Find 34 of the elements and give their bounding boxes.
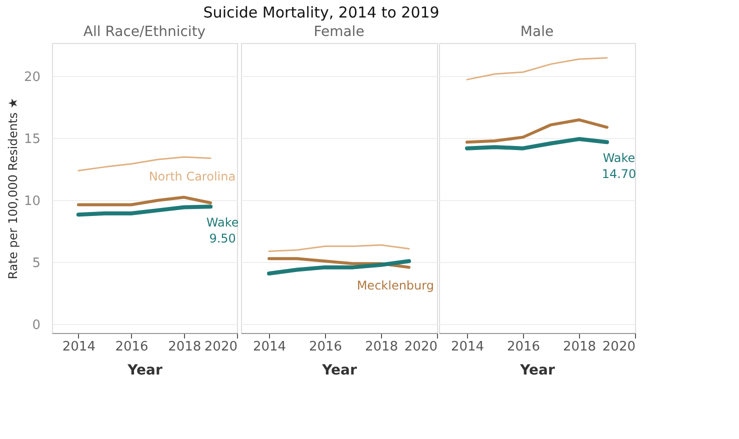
y-tick-label: 5 — [32, 256, 40, 271]
text: Suicide Mortality, 2014 to 2019 — [203, 4, 440, 22]
line-series — [78, 156, 212, 172]
series-label: Wake — [602, 151, 636, 166]
x-tick-label: 2016 — [115, 340, 148, 354]
x-axis-title: Year — [519, 362, 555, 378]
series-label: Wake — [206, 216, 239, 230]
x-axis-title: Year — [126, 362, 162, 378]
x-tick-label: 2018 — [168, 340, 202, 354]
x-axis-title: Year — [321, 362, 357, 378]
y-axis-title: Rate per 100,000 Residents ★ — [6, 98, 20, 280]
x-tick-label: 2018 — [562, 340, 596, 354]
chart-title: Female — [314, 24, 364, 40]
line-series — [76, 204, 213, 217]
line-series — [76, 196, 212, 206]
x-tick-label: 2014 — [252, 340, 286, 354]
x-tick-label: 2016 — [506, 340, 540, 354]
x-tick-label: 2020 — [204, 340, 238, 354]
y-tick-label: 20 — [24, 70, 40, 85]
x-tick-label: 2020 — [404, 340, 438, 354]
chart-title: All Race/Ethnicity — [83, 24, 206, 40]
y-tick-label: 0 — [32, 318, 40, 333]
y-tick-label: 10 — [24, 194, 40, 209]
x-tick-label: 2020 — [602, 340, 636, 354]
x-tick-label: 2016 — [308, 340, 342, 354]
x-tick-label: 2014 — [450, 340, 484, 354]
y-tick-label: 15 — [24, 132, 40, 147]
data-label: 9.50 — [209, 232, 236, 246]
x-tick-label: 2018 — [364, 340, 398, 354]
series-label: Mecklenburg — [356, 278, 434, 292]
chart-title: Male — [520, 24, 554, 40]
x-tick-label: 2014 — [62, 340, 96, 354]
data-label: 14.70 — [602, 167, 636, 182]
series-label: North Carolina — [148, 169, 236, 184]
